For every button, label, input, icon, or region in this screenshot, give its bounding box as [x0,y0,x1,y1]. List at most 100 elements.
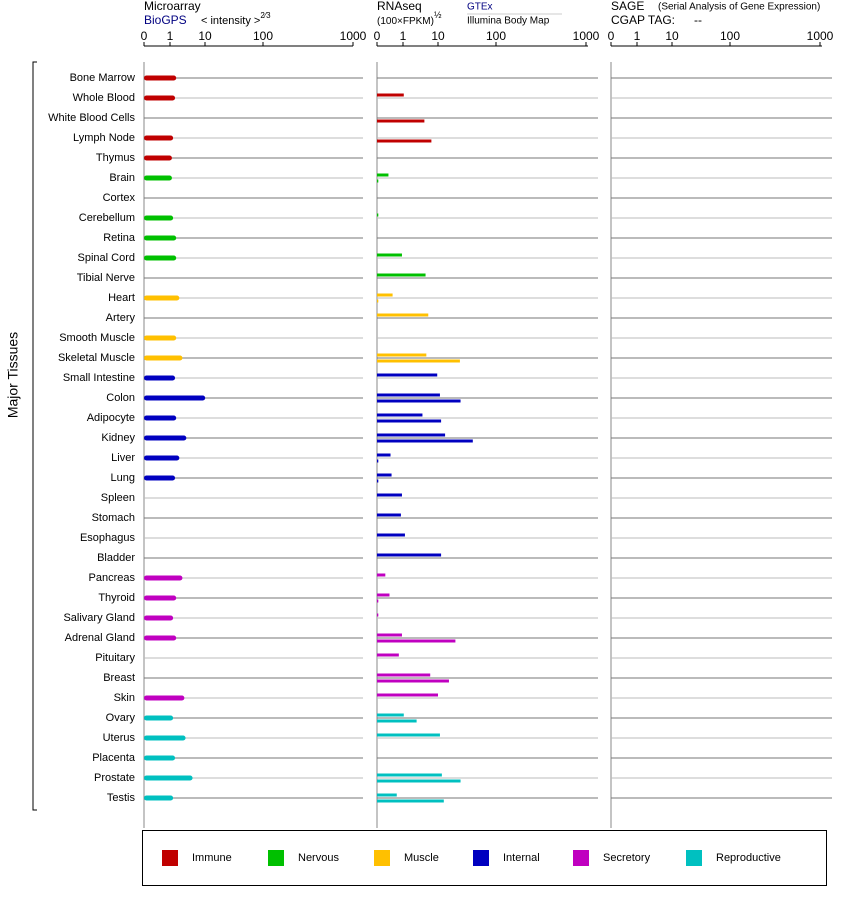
bar [377,733,440,737]
bar [144,335,177,341]
bar [377,179,379,183]
bar [377,493,402,497]
bar [144,135,174,141]
bar [377,313,429,317]
x-tick-label: 1000 [340,29,367,43]
x-tick-label: 100 [720,29,740,43]
category-label: Thymus [96,152,136,164]
category-label: Tibial Nerve [77,272,135,284]
panel-title: RNAseq [377,0,422,13]
legend-label: Immune [192,852,232,864]
category-label: Placenta [92,752,136,764]
x-tick-label: 100 [253,29,273,43]
category-label: Pituitary [95,652,135,664]
bar [144,695,185,701]
tag-label: CGAP TAG: [611,13,675,27]
bar [144,795,174,801]
category-label: Heart [108,292,135,304]
bar [377,793,397,797]
x-tick-label: 10 [665,29,679,43]
panel-subtitle: (Serial Analysis of Gene Expression) [658,2,820,13]
bar [144,355,183,361]
bar [377,479,379,483]
category-label: Testis [107,792,136,804]
category-label: Colon [106,392,135,404]
y-axis-label: Major Tissues [5,332,21,418]
x-tick-label: 1 [634,29,641,43]
bar [377,433,446,437]
legend-label: Internal [503,852,540,864]
bar [144,755,176,761]
panel-title: SAGE [611,0,644,13]
legend-label: Secretory [603,852,651,864]
category-label: Kidney [101,432,135,444]
bar [377,799,444,803]
x-tick-label: 0 [608,29,615,43]
bar [144,235,177,241]
bar [144,295,180,301]
bar [377,553,442,557]
legend-label: Reproductive [716,852,781,864]
category-label: Salivary Gland [63,612,135,624]
category-label: Stomach [92,512,135,524]
unit-exponent: 2⁄3 [260,11,271,20]
bar [377,693,438,697]
bar [144,735,186,741]
bar [377,299,379,303]
bar [144,155,172,161]
category-label: Cerebellum [79,212,135,224]
bar [377,593,390,597]
bar [377,213,379,217]
legend-swatch [686,850,702,866]
legend-swatch [573,850,589,866]
bar [144,215,174,221]
bar [144,595,177,601]
x-tick-label: 1 [167,29,174,43]
bar [377,779,461,783]
x-tick-label: 0 [374,29,381,43]
legend-swatch [162,850,178,866]
bar [377,413,423,417]
bracket [32,61,37,811]
bar [377,773,442,777]
bar [377,139,432,143]
bar [377,633,402,637]
category-label: Pancreas [89,572,136,584]
bar [377,293,393,297]
bar [377,533,405,537]
bar [377,273,426,277]
bar [144,95,176,101]
bar [377,459,379,463]
category-label: Smooth Muscle [59,332,135,344]
category-label: Brain [109,172,135,184]
bar [144,175,172,181]
bar [377,399,461,403]
bar [377,393,440,397]
category-label: Adipocyte [87,412,135,424]
category-label: Retina [103,232,136,244]
category-label: Bladder [97,552,135,564]
source: BioGPS [144,13,187,27]
category-label: Ovary [106,712,136,724]
bar [377,513,401,517]
category-label: Spleen [101,492,135,504]
x-tick-label: 1000 [807,29,834,43]
bar [144,375,176,381]
bar [377,93,404,97]
bar [377,453,391,457]
bar [144,475,176,481]
category-label: Liver [111,452,135,464]
tag: -- [694,13,702,27]
category-label: Skeletal Muscle [58,352,135,364]
bar [377,173,389,177]
bar [377,679,449,683]
bar [144,575,183,581]
bar [377,673,431,677]
category-label: Small Intestine [63,372,135,384]
bar [377,473,392,477]
bar [377,353,427,357]
unit-text: (100×FPKM) [377,16,434,27]
bar [377,719,417,723]
category-label: Adrenal Gland [65,632,135,644]
bar [377,373,438,377]
